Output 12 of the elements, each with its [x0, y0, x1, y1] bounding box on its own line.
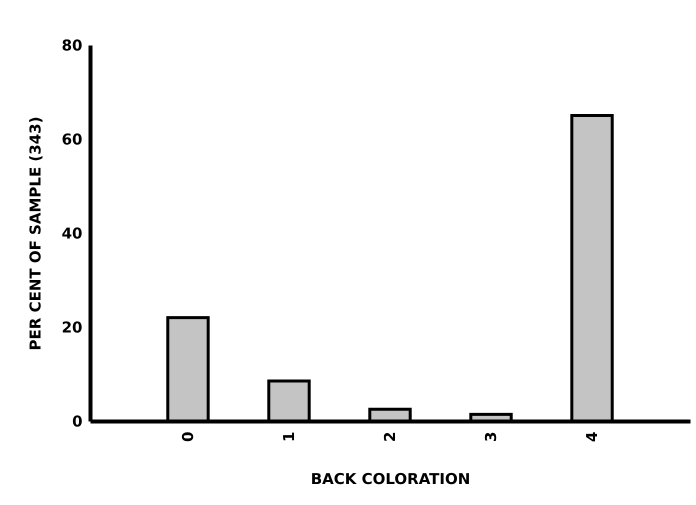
y-tick-label: 80 — [62, 36, 82, 54]
x-tick-label: 2 — [381, 432, 399, 442]
x-tick-label: 1 — [280, 432, 298, 442]
y-tick-label: 20 — [62, 318, 82, 336]
x-axis-title: BACK COLORATION — [310, 470, 470, 488]
y-tick-label: 0 — [72, 412, 82, 430]
y-tick-label: 60 — [62, 130, 82, 148]
y-tick-label: 40 — [62, 224, 82, 242]
x-tick-label: 0 — [178, 432, 197, 442]
y-axis-title: PER CENT OF SAMPLE (343) — [26, 116, 45, 350]
x-tick-label: 4 — [583, 432, 602, 442]
x-tick-label: 3 — [482, 432, 500, 442]
